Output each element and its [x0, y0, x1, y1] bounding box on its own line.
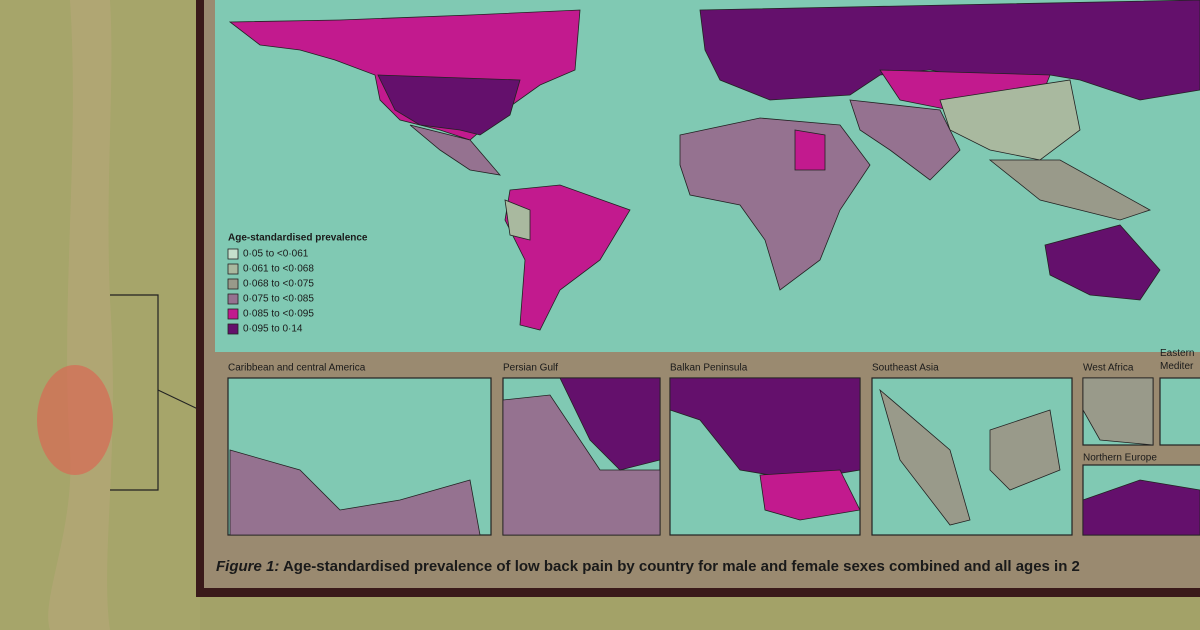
legend-label: 0·061 to <0·068 — [243, 264, 314, 275]
world-map — [228, 0, 1200, 331]
inset-title: Northern Europe — [1083, 453, 1157, 464]
inset-land — [879, 388, 971, 526]
inset-land — [1082, 479, 1200, 536]
caption-text: Figure 1: Age-standardised prevalence of… — [216, 558, 1080, 575]
legend-swatch — [227, 278, 239, 290]
caption: Figure 1: Age-standardised prevalence of… — [216, 558, 1080, 575]
caption-lead: Figure 1: — [216, 558, 279, 575]
inset-title: Southeast Asia — [872, 363, 939, 374]
legend-swatch — [227, 323, 239, 335]
inset-title: Persian Gulf — [503, 363, 558, 374]
legend-label: 0·095 to 0·14 — [243, 324, 303, 335]
legend-swatch — [227, 308, 239, 320]
inset-land — [229, 449, 481, 536]
legend-label: 0·075 to <0·085 — [243, 294, 314, 305]
inset-land — [759, 469, 861, 521]
legend-title: Age-standardised prevalence — [228, 233, 368, 244]
legend-swatch — [227, 263, 239, 275]
inset-title: Eastern Mediter — [1160, 348, 1194, 372]
legend-swatch — [227, 293, 239, 305]
legend: Age-standardised prevalence 0·05 to <0·0… — [227, 233, 368, 335]
legend-label: 0·085 to <0·095 — [243, 309, 314, 320]
insets: Caribbean and central America Persian Gul… — [227, 348, 1200, 536]
inset-title: Caribbean and central America — [228, 363, 366, 374]
inset-land — [989, 409, 1061, 491]
legend-label: 0·068 to <0·075 — [243, 279, 314, 290]
pain-area — [37, 365, 113, 475]
inset-land — [1082, 377, 1154, 446]
pointer — [157, 389, 201, 411]
legend-label: 0·05 to <0·061 — [243, 249, 309, 260]
inset-frame — [1159, 377, 1200, 446]
spine — [48, 0, 113, 630]
legend-swatch — [227, 248, 239, 260]
inset-land — [502, 394, 661, 536]
bracket — [110, 294, 159, 491]
inset-land — [559, 377, 661, 471]
caption-body: Age-standardised prevalence of low back … — [283, 558, 1080, 575]
inset-title: Balkan Peninsula — [670, 363, 748, 374]
inset-title: West Africa — [1083, 363, 1134, 374]
